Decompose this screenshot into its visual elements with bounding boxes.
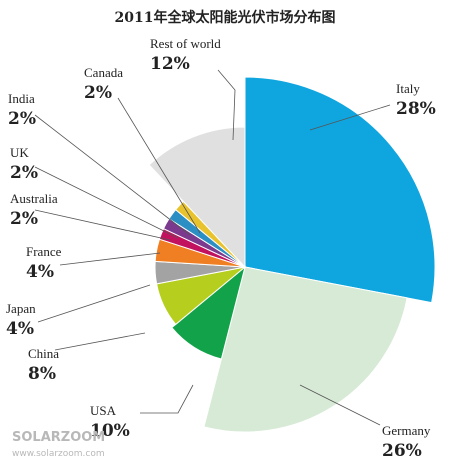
slice-name-label: India: [8, 91, 35, 106]
slice-name-label: France: [26, 244, 62, 259]
pie-slice-usa: [171, 265, 246, 360]
slice-value-label: 8%: [28, 364, 56, 384]
slice-value-label: 10%: [90, 421, 130, 441]
pie-slice-rest-of-world: [148, 126, 246, 269]
slice-name-label: Italy: [396, 81, 420, 96]
slice-value-label: 28%: [396, 99, 436, 119]
slice-name-label: China: [28, 346, 59, 361]
leader-line-india: [34, 114, 191, 236]
watermark-url: www.solarzoom.com: [12, 449, 105, 459]
leader-line-usa: [140, 384, 194, 414]
leader-line-italy: [309, 104, 391, 131]
slice-value-label: 12%: [150, 54, 190, 74]
pie-slices: [148, 76, 436, 433]
slice-name-label: Canada: [84, 65, 123, 80]
slice-name-label: Australia: [10, 191, 58, 206]
leader-line-china: [54, 332, 146, 351]
slice-value-label: 26%: [382, 441, 422, 461]
leader-line-japan: [37, 284, 151, 323]
slice-value-label: 2%: [10, 209, 38, 229]
pie-slice-italy: [244, 76, 436, 304]
slice-name-label: Germany: [382, 423, 431, 438]
slice-value-label: 2%: [8, 109, 36, 129]
slice-name-label: USA: [90, 403, 117, 418]
leader-line-france: [59, 252, 161, 266]
slice-value-label: 2%: [84, 83, 112, 103]
slice-value-label: 4%: [6, 319, 34, 339]
slice-name-label: Japan: [6, 301, 36, 316]
slice-labels: Italy 28% Germany 26% USA 10% China 8% Japan 4% Fr…: [6, 36, 436, 461]
leader-line-canada: [117, 97, 201, 234]
leader-lines: [34, 69, 391, 426]
watermark-brand: SOLARZOOM: [12, 430, 105, 445]
leader-line-uk: [34, 166, 179, 239]
chart-title: 2011年全球太阳能光伏市场分布图: [115, 9, 336, 26]
slice-value-label: 4%: [26, 262, 54, 282]
leader-line-australia: [34, 209, 171, 241]
slice-value-label: 2%: [10, 163, 38, 183]
leader-line-germany: [299, 384, 381, 426]
pie-slice-germany: [203, 266, 408, 433]
leader-line-rest-of-world: [217, 69, 236, 141]
slice-name-label: Rest of world: [150, 36, 221, 51]
slice-name-label: UK: [10, 145, 29, 160]
